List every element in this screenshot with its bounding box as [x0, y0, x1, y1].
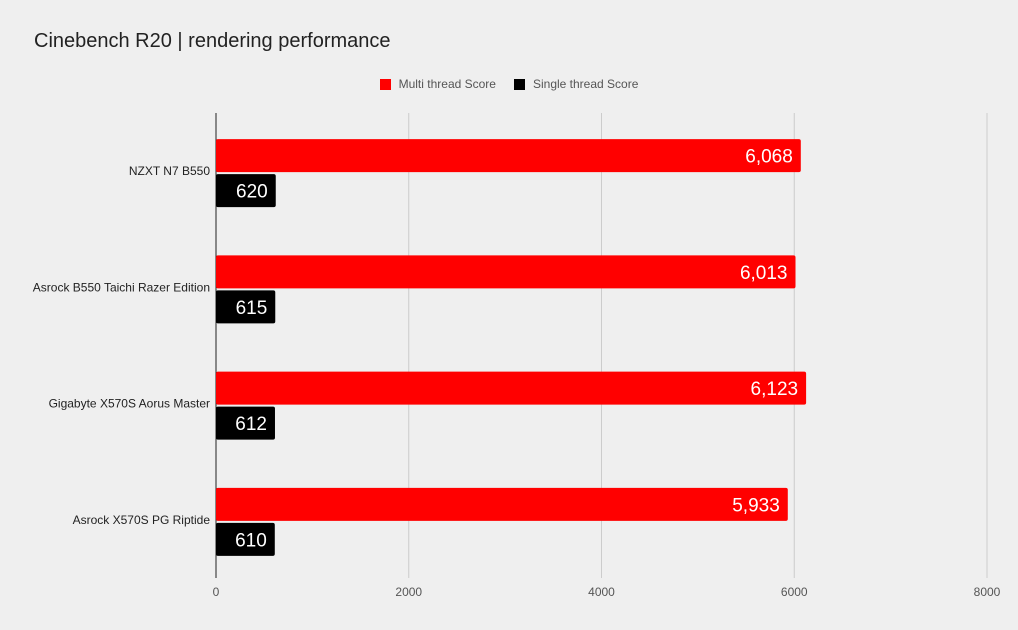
bar-multi-thread: [216, 371, 807, 405]
bar-single-thread: [216, 406, 275, 440]
data-label-single-thread: 615: [236, 298, 268, 319]
data-label-multi-thread: 6,013: [740, 263, 788, 284]
x-tick-label: 8000: [974, 585, 1001, 599]
category-label: Asrock B550 Taichi Razer Edition: [33, 280, 210, 294]
legend-swatch-single-thread: [513, 78, 525, 90]
data-label-multi-thread: 6,123: [751, 379, 799, 400]
legend-label-single-thread: Single thread Score: [532, 77, 639, 91]
data-label-single-thread: 620: [236, 182, 268, 203]
legend: Multi thread Score Single thread Score: [0, 77, 1018, 91]
bar-single-thread: [216, 174, 276, 208]
legend-swatch-multi-thread: [379, 78, 391, 90]
bar-single-thread: [216, 290, 276, 324]
x-tick-label: 4000: [588, 585, 615, 599]
bar-multi-thread: [216, 139, 801, 173]
category-label: NZXT N7 B550: [129, 164, 210, 178]
category-label: Asrock X570S PG Riptide: [73, 513, 211, 527]
bar-multi-thread: [216, 487, 788, 521]
category-label: Gigabyte X570S Aorus Master: [49, 397, 210, 411]
data-label-multi-thread: 6,068: [745, 147, 793, 168]
data-label-single-thread: 612: [235, 414, 267, 435]
bar-multi-thread: [216, 255, 796, 289]
x-tick-label: 6000: [781, 585, 808, 599]
chart-title: Cinebench R20 | rendering performance: [34, 30, 391, 52]
x-tick-label: 0: [213, 585, 220, 599]
legend-label-multi-thread: Multi thread Score: [398, 77, 496, 91]
legend-item-multi-thread: Multi thread Score: [379, 77, 496, 91]
x-tick-label: 2000: [395, 585, 422, 599]
data-label-multi-thread: 5,933: [732, 495, 780, 516]
bar-single-thread: [216, 522, 275, 556]
data-label-single-thread: 610: [235, 530, 267, 551]
legend-item-single-thread: Single thread Score: [513, 77, 639, 91]
